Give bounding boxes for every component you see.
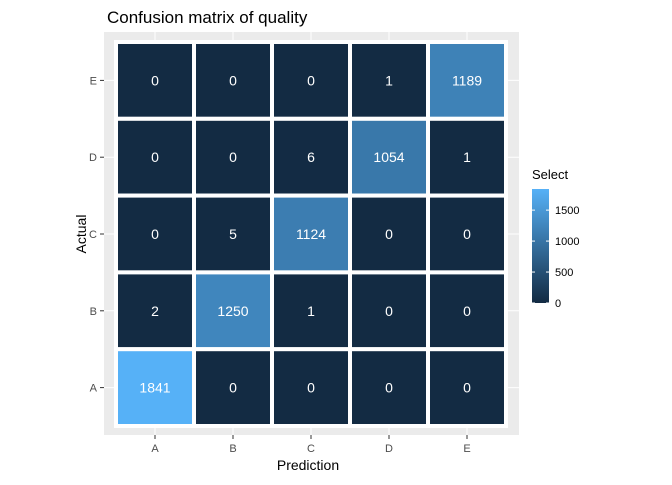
cell-value-label: 0 — [307, 72, 315, 88]
legend-tick-label: 0 — [555, 298, 561, 310]
y-tick-label: C — [89, 229, 97, 241]
legend-ticks: 0 500 1000 1500 — [532, 205, 579, 310]
cell-value-label: 1189 — [452, 72, 482, 88]
x-tick-label: B — [229, 443, 236, 455]
x-axis-title: Prediction — [277, 457, 339, 473]
heatmap-cell — [192, 347, 274, 429]
cell-value-label: 1 — [307, 303, 315, 319]
cell-value-label: 1124 — [296, 226, 326, 242]
cell-value-label: 0 — [151, 226, 159, 242]
heatmap-cell — [348, 347, 430, 429]
cell-value-label: 1 — [385, 72, 393, 88]
legend: Select 0 500 1000 1500 — [532, 167, 579, 310]
legend-title: Select — [532, 167, 569, 182]
x-axis: A B C D E — [151, 435, 471, 455]
legend-tick-label: 1000 — [555, 236, 579, 248]
cell-value-label: 5 — [229, 226, 237, 242]
x-tick-label: A — [151, 443, 159, 455]
cell-value-label: 0 — [385, 226, 393, 242]
heatmap-cell — [348, 193, 430, 275]
cell-value-label: 0 — [463, 380, 471, 396]
heatmap-cell — [192, 116, 274, 198]
y-tick-label: E — [90, 75, 97, 87]
legend-tick-label: 1500 — [555, 205, 579, 217]
cell-value-label: 1250 — [217, 303, 248, 319]
heatmap-cell — [270, 193, 352, 275]
y-axis: A B C D E — [89, 75, 104, 395]
heatmap-cell — [114, 270, 196, 352]
heatmap-cell — [426, 270, 508, 352]
cell-value-label: 6 — [307, 149, 315, 165]
cell-value-label: 2 — [151, 303, 159, 319]
heatmap-cells: 0 0 0 1 1189 0 0 6 1054 1 0 5 1124 0 0 2 1250 1 0 0 1841 0 0 0 0 — [114, 40, 508, 429]
heatmap-cell — [426, 40, 508, 121]
cell-value-label: 0 — [151, 149, 159, 165]
cell-value-label: 0 — [229, 72, 237, 88]
cell-value-label: 0 — [385, 303, 393, 319]
cell-value-label: 0 — [229, 380, 237, 396]
cell-value-label: 1841 — [139, 380, 170, 396]
legend-colorbar — [532, 189, 549, 303]
cell-value-label: 0 — [463, 226, 471, 242]
legend-tick-label: 500 — [555, 267, 573, 279]
cell-value-label: 0 — [307, 380, 315, 396]
heatmap-cell — [192, 270, 274, 352]
chart-title: Confusion matrix of quality — [107, 8, 308, 27]
heatmap-cell — [426, 347, 508, 429]
y-tick-label: A — [90, 383, 98, 395]
x-tick-label: D — [385, 443, 393, 455]
cell-value-label: 1054 — [373, 149, 404, 165]
cell-value-label: 0 — [229, 149, 237, 165]
cell-value-label: 0 — [463, 303, 471, 319]
x-tick-label: E — [463, 443, 470, 455]
cell-value-label: 0 — [151, 72, 159, 88]
cell-value-label: 0 — [385, 380, 393, 396]
y-tick-label: B — [90, 306, 97, 318]
y-tick-label: D — [89, 152, 97, 164]
x-tick-label: C — [307, 443, 315, 455]
cell-value-label: 1 — [463, 149, 471, 165]
y-axis-title: Actual — [73, 215, 89, 254]
